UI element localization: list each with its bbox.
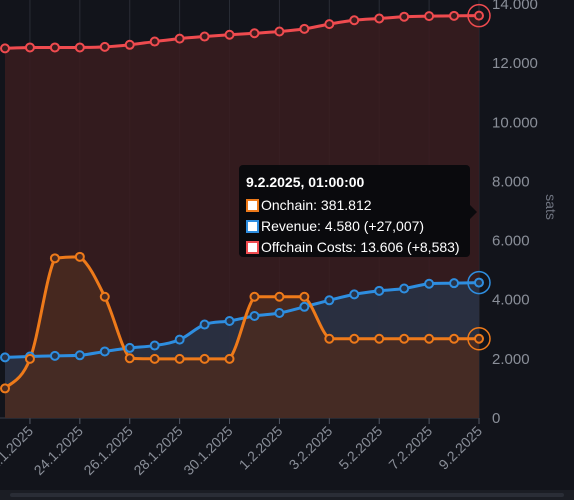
revenue-point: [324, 295, 335, 306]
onchain-point: [399, 333, 410, 344]
offchain-costs-point: [424, 11, 435, 22]
offchain-costs-active-ring: [467, 3, 491, 28]
tooltip-arrow: [470, 205, 477, 219]
revenue-point: [99, 346, 110, 357]
onchain-point: [249, 291, 260, 302]
onchain-point: [99, 291, 110, 302]
onchain-point: [149, 353, 160, 364]
onchain-point: [124, 353, 135, 364]
onchain-point: [374, 333, 385, 344]
onchain-area: [5, 256, 479, 418]
offchain-costs-point: [224, 29, 235, 40]
revenue-point: [124, 342, 135, 353]
tooltip-offchain-text: Offchain Costs: 13.606 (+8,583): [261, 239, 460, 255]
onchain-point: [24, 353, 35, 364]
revenue-point: [174, 334, 185, 345]
y-tick-label: 14.000: [492, 0, 538, 13]
onchain-point: [49, 253, 60, 264]
revenue-point: [399, 283, 410, 294]
offchain-costs-point: [474, 10, 484, 21]
onchain-active-ring: [467, 326, 491, 351]
tooltip-row-offchain: Offchain Costs: 13.606 (+8,583): [246, 237, 470, 258]
revenue-point: [449, 278, 460, 289]
onchain-swatch: [246, 199, 259, 212]
offchain-costs-point: [299, 23, 310, 34]
y-tick-label: 4.000: [492, 292, 530, 309]
revenue-point: [149, 340, 160, 351]
tooltip-row-onchain: Onchain: 381.812: [246, 195, 470, 216]
onchain-point: [349, 333, 360, 344]
onchain-point: [449, 333, 460, 344]
revenue-point: [49, 350, 60, 361]
revenue-point: [249, 310, 260, 321]
tooltip: 9.2.2025, 01:00:00 Onchain: 381.812 Reve…: [239, 165, 470, 257]
onchain-point: [0, 383, 10, 394]
offchain-costs-point: [449, 10, 460, 21]
revenue-active-ring: [467, 270, 491, 295]
y-axis-label: sats: [543, 194, 559, 220]
x-tick-label: 3.2.2025: [286, 423, 336, 473]
offchain-costs-point: [399, 11, 410, 22]
revenue-point: [349, 289, 360, 300]
onchain-point: [424, 333, 435, 344]
x-tick-label: 1.2.2025: [236, 423, 286, 473]
offchain-costs-point: [199, 31, 210, 42]
offchain-costs-point: [49, 42, 60, 53]
offchain-costs-point: [174, 33, 185, 44]
revenue-point: [474, 277, 484, 288]
x-tick-label: 30.1.2025: [180, 423, 236, 479]
offchain-costs-point: [0, 43, 10, 54]
revenue-point: [224, 316, 235, 327]
onchain-point: [199, 353, 210, 364]
x-tick-label: 24.1.2025: [31, 423, 87, 479]
x-tick-label: 9.2.2025: [435, 423, 485, 473]
revenue-point: [0, 352, 10, 363]
y-tick-label: 6.000: [492, 233, 530, 250]
revenue-point: [374, 285, 385, 296]
tooltip-onchain-text: Onchain: 381.812: [261, 197, 372, 213]
y-tick-label: 2.000: [492, 351, 530, 368]
y-tick-label: 0: [492, 410, 500, 427]
offchain-costs-point: [249, 28, 260, 39]
offchain-costs-point: [324, 19, 335, 30]
offchain-costs-point: [374, 13, 385, 24]
y-tick-label: 8.000: [492, 173, 530, 190]
x-tick-label: 5.2.2025: [335, 423, 385, 473]
tooltip-title: 9.2.2025, 01:00:00: [246, 174, 365, 190]
y-tick-label: 10.000: [492, 114, 538, 131]
offchain-swatch: [246, 241, 259, 254]
y-tick-label: 12.000: [492, 55, 538, 72]
x-tick-label: 26.1.2025: [80, 423, 136, 479]
x-tick-label: 2.1.2025: [0, 423, 36, 473]
revenue-point: [299, 301, 310, 312]
revenue-point: [74, 350, 85, 361]
onchain-point: [324, 333, 335, 344]
revenue-point: [199, 319, 210, 330]
onchain-point: [274, 291, 285, 302]
revenue-swatch: [246, 220, 259, 233]
tooltip-revenue-text: Revenue: 4.580 (+27,007): [261, 218, 425, 234]
offchain-costs-point: [99, 41, 110, 52]
offchain-costs-point: [24, 42, 35, 53]
revenue-point: [274, 308, 285, 319]
scrollbar-handle[interactable]: [10, 493, 564, 497]
offchain-costs-point: [124, 39, 135, 50]
revenue-point: [424, 278, 435, 289]
tooltip-row-revenue: Revenue: 4.580 (+27,007): [246, 216, 470, 237]
offchain-costs-point: [74, 42, 85, 53]
onchain-point: [74, 251, 85, 262]
onchain-point: [299, 291, 310, 302]
x-tick-label: 28.1.2025: [130, 423, 186, 479]
onchain-point: [474, 333, 484, 344]
offchain-costs-point: [349, 15, 360, 26]
onchain-point: [174, 353, 185, 364]
onchain-point: [224, 353, 235, 364]
offchain-costs-point: [274, 26, 285, 37]
x-tick-label: 7.2.2025: [385, 423, 435, 473]
offchain-costs-point: [149, 36, 160, 47]
